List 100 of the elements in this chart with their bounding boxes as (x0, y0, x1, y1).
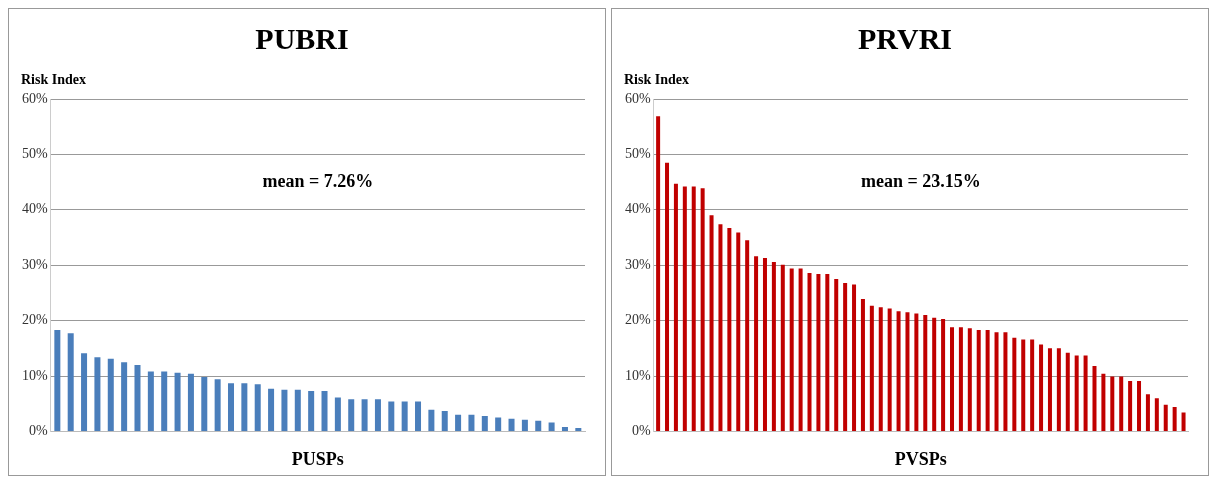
bar (481, 415, 488, 431)
bar (67, 333, 74, 431)
bar (932, 317, 937, 431)
bar (727, 228, 732, 431)
bar (455, 414, 462, 431)
bar (1012, 337, 1017, 431)
bar (762, 258, 767, 431)
bar (308, 390, 315, 431)
y-tick-label: 30% (21, 256, 48, 272)
y-tick-label: 50% (21, 146, 48, 162)
bar (348, 399, 355, 431)
y-tick-label: 10% (624, 367, 651, 383)
bar (428, 409, 435, 431)
bar (334, 397, 341, 431)
bar (691, 186, 696, 431)
bar (468, 414, 475, 431)
bar (495, 417, 502, 431)
bar (816, 274, 821, 431)
bar (780, 264, 785, 431)
bar (241, 383, 248, 431)
y-tick-label: 0% (28, 423, 48, 439)
bar (161, 371, 168, 431)
chart-title: PUBRI (255, 21, 349, 55)
bar (860, 298, 865, 431)
bar (107, 358, 114, 431)
bar (976, 330, 981, 431)
bar (887, 308, 892, 431)
bar (878, 307, 883, 431)
bar (771, 261, 776, 431)
bar (1039, 344, 1044, 431)
bar (281, 389, 288, 431)
bar (869, 305, 874, 431)
bar (958, 327, 963, 431)
chart-title: PRVRI (858, 21, 952, 55)
bar (214, 379, 221, 431)
y-tick-label: 60% (21, 90, 48, 106)
bar (1172, 407, 1177, 431)
bar (1003, 332, 1008, 431)
bar (807, 272, 812, 431)
bar (535, 420, 542, 431)
bar (700, 188, 705, 431)
bar (228, 383, 235, 431)
bar (1074, 355, 1079, 431)
bar (985, 330, 990, 431)
bar (1163, 404, 1168, 431)
bar (1021, 339, 1026, 431)
y-tick-label: 50% (624, 146, 651, 162)
bar (923, 315, 928, 431)
bar (1110, 376, 1115, 431)
bar (94, 357, 101, 431)
bar (1154, 398, 1159, 431)
bar (294, 389, 301, 431)
bar (852, 284, 857, 431)
bar (548, 422, 555, 431)
bar (54, 330, 61, 431)
y-axis-title: Risk Index (21, 71, 86, 87)
bar (415, 401, 422, 431)
bar (1137, 380, 1142, 431)
bar (994, 332, 999, 431)
bar (388, 401, 395, 431)
bar (967, 328, 972, 431)
bar (441, 410, 448, 431)
bar (843, 282, 848, 431)
bar (1030, 339, 1035, 431)
bar (798, 268, 803, 431)
bar (361, 399, 368, 431)
bar (121, 362, 128, 431)
y-tick-label: 10% (21, 367, 48, 383)
bar (709, 215, 714, 431)
y-tick-label: 30% (624, 256, 651, 272)
bar (268, 388, 275, 431)
bar (1056, 348, 1061, 431)
y-axis-title: Risk Index (624, 71, 689, 87)
bar (682, 186, 687, 431)
bar (1119, 376, 1124, 431)
bar (1145, 394, 1150, 431)
bar (754, 256, 759, 431)
bar (834, 279, 839, 431)
bar (134, 364, 141, 431)
bar (254, 384, 261, 431)
x-axis-title: PVSPs (894, 448, 947, 469)
bar (789, 268, 794, 431)
y-tick-label: 0% (631, 423, 651, 439)
bar (321, 390, 328, 431)
bar (656, 116, 661, 431)
bar (665, 162, 670, 431)
bar (147, 371, 154, 431)
bar (561, 426, 568, 431)
bar (1128, 380, 1133, 431)
bar (374, 399, 381, 431)
bar (1065, 352, 1070, 431)
bar (1181, 412, 1186, 431)
bar (187, 373, 194, 431)
bar (718, 224, 723, 431)
bar (201, 377, 208, 431)
x-axis-title: PUSPs (291, 448, 344, 469)
annotation: mean = 23.15% (860, 170, 981, 191)
bar (914, 313, 919, 431)
bar (81, 353, 88, 431)
bar (508, 418, 515, 431)
